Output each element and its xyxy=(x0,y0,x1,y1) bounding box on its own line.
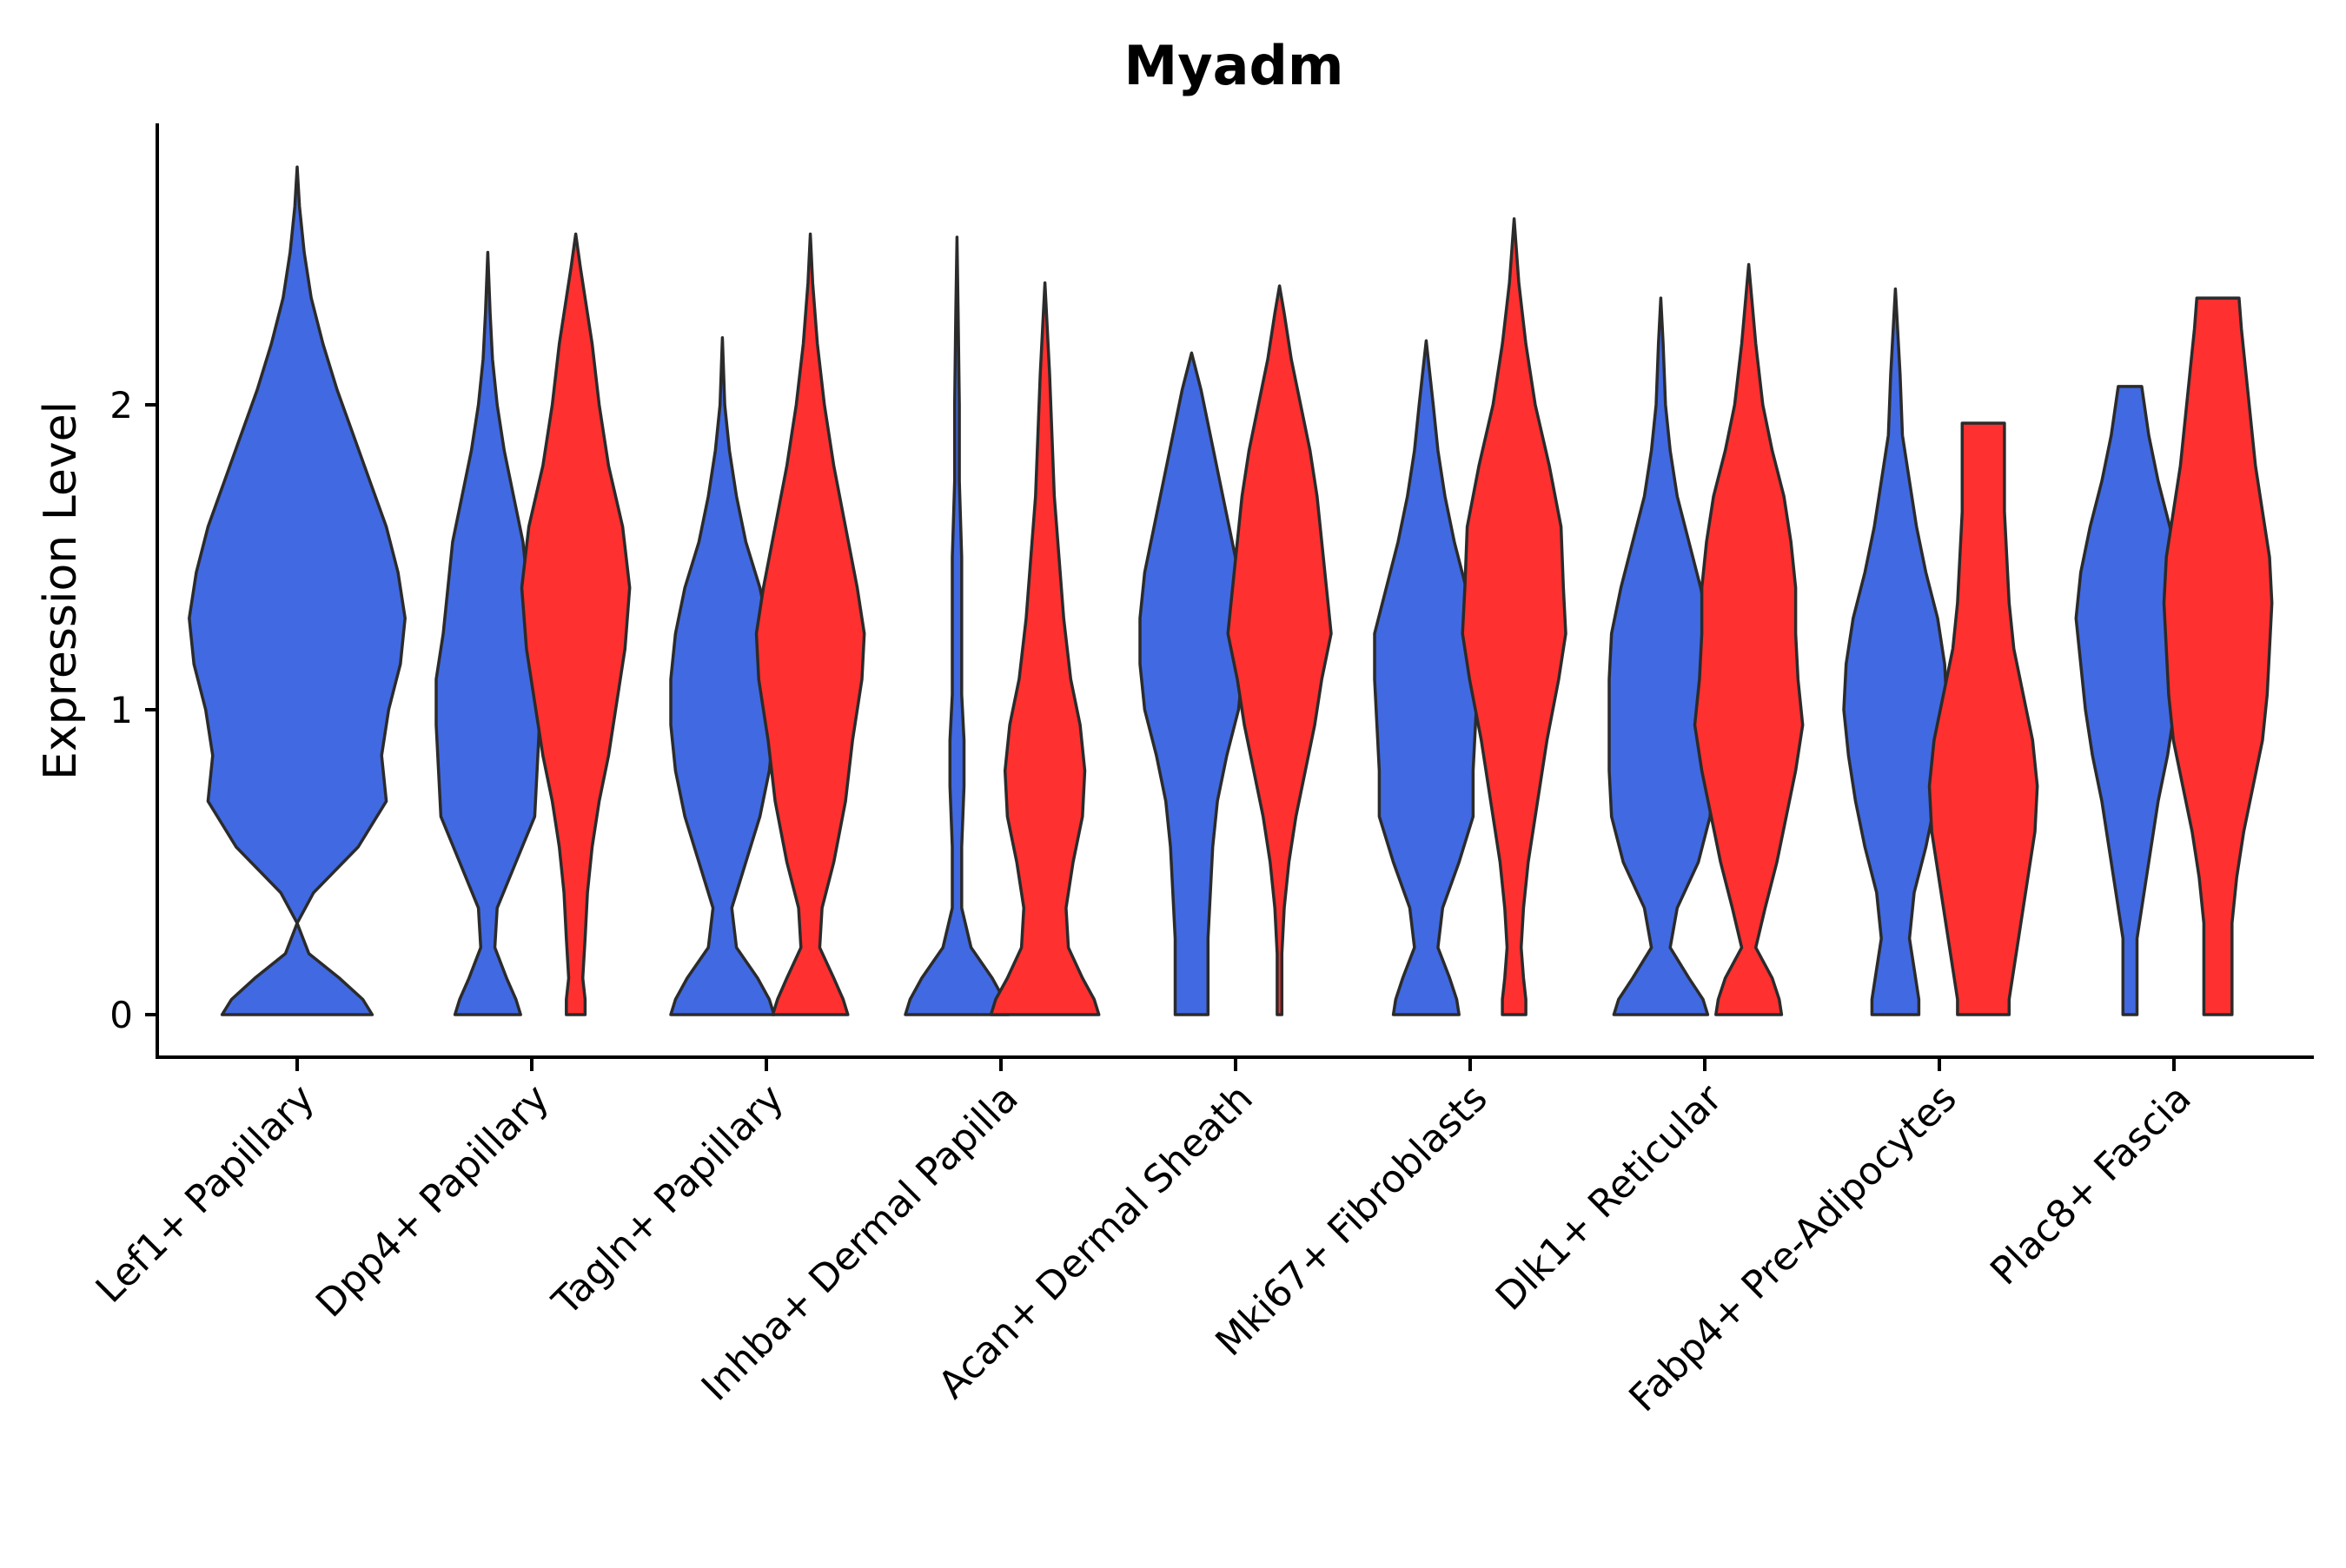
violin-5-blue xyxy=(1138,351,1245,1016)
y-tick-label-0: 0 xyxy=(109,994,133,1036)
violin-3-blue xyxy=(669,336,776,1016)
x-tick-label-2: Dpp4+ Papillary xyxy=(308,1076,558,1327)
violin-7-blue xyxy=(1607,296,1714,1016)
violins-layer xyxy=(188,165,2274,1016)
violin-2-blue xyxy=(434,250,541,1016)
violin-8-blue xyxy=(1842,287,1949,1016)
violin-9-red xyxy=(2162,296,2274,1016)
x-tick-label-1: Lef1+ Papillary xyxy=(88,1076,323,1312)
violin-5-red xyxy=(1226,284,1333,1016)
violin-3-red xyxy=(754,232,866,1016)
violin-6-red xyxy=(1461,217,1567,1016)
violin-7-red xyxy=(1693,262,1805,1016)
x-tick-label-6: Mki67+ Fibroblasts xyxy=(1207,1076,1495,1365)
violin-6-blue xyxy=(1373,339,1480,1016)
x-tick-label-9: Plac8+ Fascia xyxy=(1982,1076,2200,1294)
violin-9-blue xyxy=(2074,385,2186,1016)
violin-4-red xyxy=(989,281,1101,1016)
violin-1-blue xyxy=(188,165,407,1016)
chart-title: Myadm xyxy=(1124,34,1344,97)
violin-2-red xyxy=(520,232,632,1016)
y-tick-label-1: 1 xyxy=(109,689,133,731)
y-axis-label: Expression Level xyxy=(35,401,87,780)
x-tick-label-3: Tagln+ Papillary xyxy=(544,1076,792,1325)
y-tick-label-2: 2 xyxy=(109,384,133,427)
violin-8-red xyxy=(1927,421,2039,1016)
violin-4-blue xyxy=(904,235,1011,1016)
x-tick-label-7: Dlk1+ Reticular xyxy=(1488,1075,1732,1320)
